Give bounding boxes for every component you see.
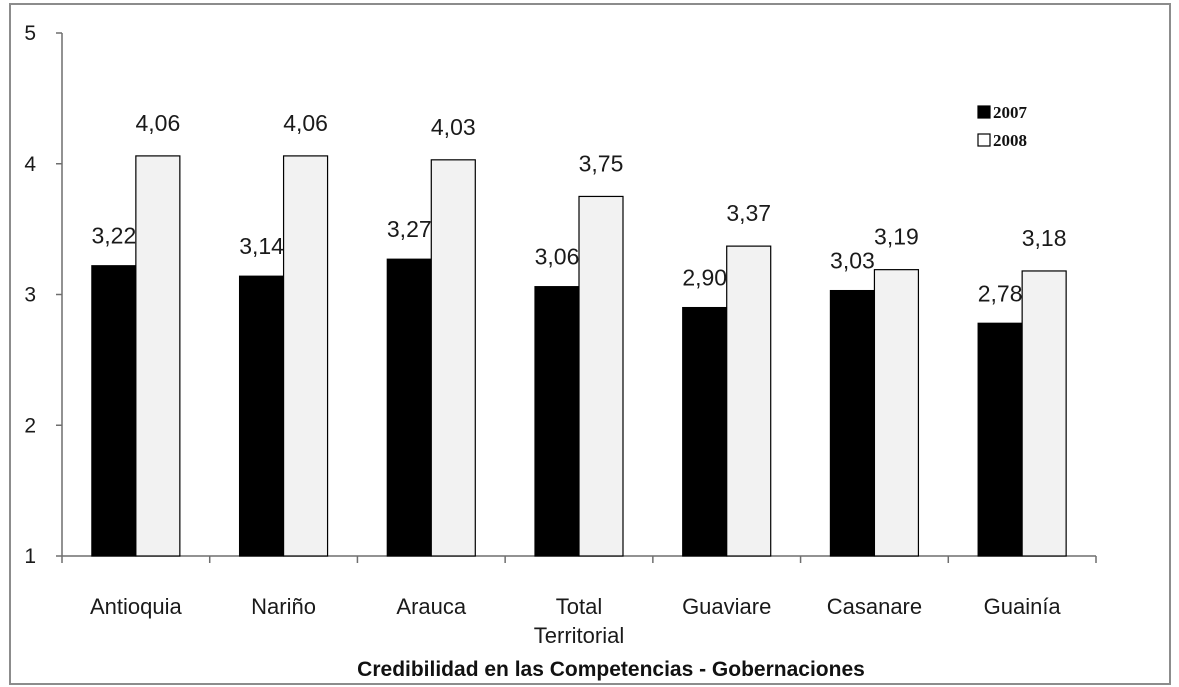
bar-2007 [534, 286, 580, 557]
y-tick-label: 2 [24, 414, 36, 437]
legend-swatch-2008 [977, 133, 991, 147]
bar-2008 [135, 155, 181, 557]
data-label-2008: 3,18 [1022, 225, 1067, 251]
x-category-label: Territorial [534, 623, 624, 648]
x-category-label: Antioquia [90, 594, 183, 619]
bar-2008 [1021, 270, 1067, 557]
data-label-2008: 4,03 [431, 114, 476, 140]
legend-swatch-2007 [977, 105, 991, 119]
bar-2008 [282, 155, 329, 557]
bar-2008 [873, 269, 920, 557]
legend: 2007 2008 [977, 103, 1028, 150]
data-label-2007: 2,90 [682, 265, 727, 291]
data-label-2008: 3,37 [726, 200, 771, 226]
x-axis-title: Credibilidad en las Competencias - Gober… [357, 658, 865, 681]
data-label-2008: 4,06 [135, 110, 180, 136]
data-label-2008: 3,75 [579, 150, 624, 176]
legend-label-2007: 2007 [993, 103, 1028, 122]
y-tick-label: 4 [24, 153, 36, 176]
y-tick-label: 5 [24, 22, 36, 45]
x-category-label: Guainía [984, 594, 1062, 619]
bar-2007 [386, 258, 432, 557]
data-label-2008: 4,06 [283, 110, 328, 136]
data-labels: 3,22 3,14 3,27 3,06 2,90 3,03 2,78 4,06 4,06 4,03… [91, 110, 1066, 306]
x-category-label: Arauca [396, 594, 466, 619]
axes: 1 2 3 4 5 Antioquia Nariño Arauca Total Territori… [24, 22, 1097, 648]
data-label-2007: 3,06 [535, 244, 580, 270]
bar-2007 [977, 322, 1023, 557]
bar-2007 [91, 265, 137, 557]
x-category-label: Nariño [251, 594, 316, 619]
x-category-label: Total [556, 594, 602, 619]
x-category-label: Casanare [827, 594, 922, 619]
bar-2008 [578, 195, 624, 557]
bar-2007 [682, 306, 728, 557]
y-tick-label: 3 [24, 284, 36, 307]
data-label-2007: 3,14 [239, 233, 284, 259]
data-label-2007: 3,27 [387, 216, 432, 242]
x-category-label: Guaviare [682, 594, 771, 619]
bar-2007 [829, 289, 876, 557]
bar-2008 [726, 245, 772, 557]
data-label-2008: 3,19 [874, 224, 919, 250]
data-label-2007: 2,78 [978, 280, 1023, 306]
bars [91, 155, 1067, 557]
bar-2007 [238, 275, 285, 557]
bar-2008 [430, 159, 476, 557]
y-tick-label: 1 [24, 545, 36, 568]
legend-label-2008: 2008 [993, 131, 1027, 150]
data-label-2007: 3,22 [91, 223, 136, 249]
data-label-2007: 3,03 [830, 248, 875, 274]
